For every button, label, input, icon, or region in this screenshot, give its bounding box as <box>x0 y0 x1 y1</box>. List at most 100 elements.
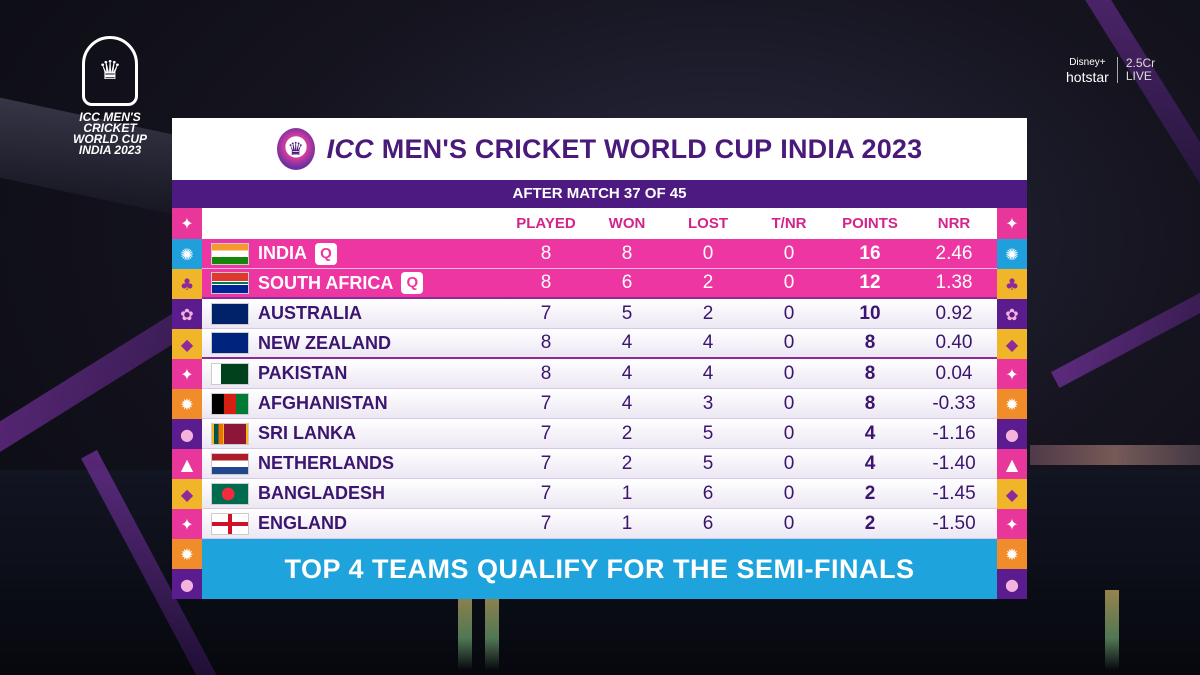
motif-icon: ◆ <box>172 479 202 509</box>
motif-icon: ● <box>172 569 202 599</box>
broadcaster-divider <box>1116 57 1118 83</box>
match-progress: AFTER MATCH 37 OF 45 <box>172 180 1027 208</box>
played-value: 7 <box>540 482 552 504</box>
nrr-value: 0.04 <box>935 362 973 384</box>
motif-icon: ✺ <box>997 239 1027 269</box>
south-africa-flag-icon <box>211 272 249 294</box>
won-value: 5 <box>621 302 633 324</box>
tnr-value: 0 <box>783 362 795 384</box>
won-value: 4 <box>621 362 633 384</box>
qualified-badge: Q <box>401 272 424 294</box>
points-value: 8 <box>864 362 876 384</box>
light-reflection <box>485 590 499 670</box>
team-name: BANGLADESH <box>258 483 386 503</box>
won-value: 6 <box>621 272 633 293</box>
lost-value: 4 <box>702 332 714 353</box>
decorative-stripe <box>1041 0 1200 185</box>
motif-icon: ✹ <box>997 539 1027 569</box>
nrr-value: 2.46 <box>935 242 973 264</box>
qualified-badge: Q <box>315 242 337 265</box>
lost-value: 2 <box>702 302 714 324</box>
points-value: 12 <box>859 272 881 293</box>
played-value: 7 <box>540 452 552 474</box>
played-value: 7 <box>540 512 552 534</box>
lost-value: 6 <box>702 482 714 504</box>
broadcaster-brand-bottom: hotstar <box>1066 69 1109 85</box>
tnr-value: 0 <box>783 482 795 504</box>
played-value: 7 <box>540 302 552 324</box>
nrr-value: -1.45 <box>932 482 976 504</box>
lost-value: 3 <box>702 392 714 414</box>
pakistan-flag-icon <box>211 362 249 385</box>
panel-title: ICC MEN'S CRICKET WORLD CUP INDIA 2023 <box>327 134 923 165</box>
lost-value: 5 <box>702 422 714 444</box>
points-value: 4 <box>864 422 876 444</box>
light-reflection <box>458 590 472 670</box>
standings-panel: ♛ ICC MEN'S CRICKET WORLD CUP INDIA 2023 A… <box>172 118 1027 599</box>
table-row: BANGLADESH 7 1 6 0 2 -1.45 <box>202 479 997 509</box>
team-name: PAKISTAN <box>258 363 348 383</box>
trophy-icon: ♛ <box>82 36 138 106</box>
won-value: 8 <box>621 242 633 264</box>
points-value: 8 <box>864 392 876 414</box>
motif-icon: ✦ <box>997 208 1027 239</box>
table-row: SOUTH AFRICA Q 8 6 2 0 12 1.38 <box>202 269 997 299</box>
points-value: 10 <box>859 302 881 324</box>
title-part-1: ICC <box>326 133 374 164</box>
lost-value: 5 <box>702 452 714 474</box>
nrr-value: -1.16 <box>932 422 976 444</box>
india-flag-icon <box>211 242 249 265</box>
motif-icon: ▲ <box>997 449 1027 479</box>
nrr-value: 1.38 <box>935 272 973 293</box>
nrr-value: 0.40 <box>935 332 973 353</box>
won-value: 1 <box>621 512 633 534</box>
column-tnr: T/NR <box>771 215 807 232</box>
logo-line-2: CRICKET <box>83 121 137 135</box>
lost-value: 2 <box>702 272 714 293</box>
tnr-value: 0 <box>783 452 795 474</box>
won-value: 1 <box>621 482 633 504</box>
motif-icon: ● <box>172 419 202 449</box>
played-value: 8 <box>540 242 552 264</box>
column-won: WON <box>608 215 646 232</box>
qualification-text: TOP 4 TEAMS QUALIFY FOR THE SEMI-FINALS <box>284 553 915 584</box>
motif-icon: ✹ <box>997 389 1027 419</box>
viewer-count: 2.5Cr <box>1125 56 1156 70</box>
tnr-value: 0 <box>783 512 795 534</box>
won-value: 2 <box>621 422 633 444</box>
played-value: 7 <box>540 422 552 444</box>
team-name: AUSTRALIA <box>258 303 362 323</box>
points-value: 2 <box>864 512 876 534</box>
logo-line-3: WORLD CUP <box>73 132 147 146</box>
motif-icon: ♣ <box>997 269 1027 299</box>
australia-flag-icon <box>211 302 249 325</box>
motif-icon: ● <box>997 569 1027 599</box>
right-motif-strip: ✦ ✺ ♣ ✿ ◆ ✦ ✹ ● ▲ ◆ ✦ ✹ ● <box>997 208 1027 599</box>
team-name: SOUTH AFRICA Q <box>258 272 498 294</box>
left-motif-strip: ✦ ✺ ♣ ✿ ◆ ✦ ✹ ● ▲ ◆ ✦ ✹ ● <box>172 208 202 599</box>
nrr-value: -1.50 <box>932 512 976 534</box>
won-value: 4 <box>621 332 633 353</box>
table-row: INDIA Q 8 8 0 0 16 2.46 <box>202 239 997 269</box>
points-value: 4 <box>864 452 876 474</box>
motif-icon: ✹ <box>172 539 202 569</box>
motif-icon: ◆ <box>997 479 1027 509</box>
light-reflection <box>1105 590 1119 670</box>
team-name: AFGHANISTAN <box>258 393 388 413</box>
live-status: LIVE <box>1125 69 1152 83</box>
table-row: NEW ZEALAND 8 4 4 0 8 0.40 <box>202 329 997 359</box>
qualification-banner: TOP 4 TEAMS QUALIFY FOR THE SEMI-FINALS <box>202 539 997 599</box>
broadcaster-watermark: Disney+ hotstar 2.5Cr LIVE <box>1066 56 1155 85</box>
broadcaster-stats: 2.5Cr LIVE <box>1126 57 1155 83</box>
table-row: PAKISTAN 8 4 4 0 8 0.04 <box>202 359 997 389</box>
points-value: 16 <box>859 242 881 264</box>
column-played: PLAYED <box>516 215 576 232</box>
team-name: SRI LANKA <box>258 423 356 443</box>
lost-value: 6 <box>702 512 714 534</box>
motif-icon: ♣ <box>172 269 202 299</box>
tnr-value: 0 <box>783 302 795 324</box>
table-row: SRI LANKA 7 2 5 0 4 -1.16 <box>202 419 997 449</box>
motif-icon: ✿ <box>997 299 1027 329</box>
motif-icon: ✿ <box>172 299 202 329</box>
broadcaster-brand-top: Disney+ <box>1069 57 1106 68</box>
